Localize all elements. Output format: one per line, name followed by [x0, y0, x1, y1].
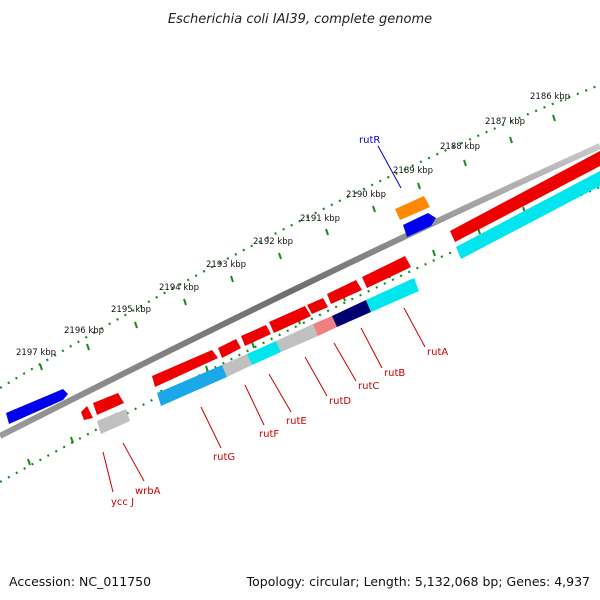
- cds-rutb[interactable]: [327, 280, 362, 304]
- gene-label-rutd[interactable]: rutD: [329, 396, 351, 407]
- gc-rutg: [157, 365, 227, 406]
- scale-label-2191: 2191 kbp: [300, 214, 340, 224]
- gc-wrba: [97, 409, 130, 434]
- accession-text: Accession: NC_011750: [9, 574, 151, 589]
- scale-label-2195: 2195 kbp: [111, 305, 151, 315]
- gc-ruta: [366, 278, 419, 312]
- genome-backbone: [0, 143, 600, 439]
- scale-label-2186: 2186 kbp: [530, 92, 570, 102]
- gene-label-rute[interactable]: rutE: [286, 416, 307, 427]
- cds-rutr-orange[interactable]: [395, 196, 430, 220]
- cds-left-blue[interactable]: [6, 389, 68, 424]
- scale-label-2192: 2192 kbp: [253, 237, 293, 247]
- gc-rute: [247, 341, 281, 365]
- gene-labels: rutR rutA rutB rutC rutD rutE rutF rutG …: [111, 135, 448, 508]
- gene-label-rutc[interactable]: rutC: [358, 381, 379, 392]
- gc-rutc: [313, 316, 337, 336]
- scale-labels: 2186 kbp 2187 kbp 2188 kbp 2189 kbp 2190…: [16, 92, 570, 358]
- cds-yccj[interactable]: [81, 406, 93, 420]
- gc-right-cyan: [456, 171, 600, 259]
- cds-rutc[interactable]: [307, 298, 328, 314]
- outer-scale-ruler: [0, 83, 600, 389]
- cds-rutg[interactable]: [152, 350, 218, 387]
- gene-label-rutr[interactable]: rutR: [359, 135, 380, 146]
- scale-label-2189: 2189 kbp: [393, 166, 433, 176]
- gene-label-rutb[interactable]: rutB: [384, 368, 405, 379]
- cds-rutr-blue[interactable]: [403, 213, 436, 237]
- scale-label-2193: 2193 kbp: [206, 260, 246, 270]
- map-title: Escherichia coli IAI39, complete genome: [168, 12, 432, 27]
- gene-label-ruta[interactable]: rutA: [427, 347, 448, 358]
- gene-label-yccj[interactable]: ycc J: [111, 497, 134, 508]
- summary-text: Topology: circular; Length: 5,132,068 bp…: [246, 574, 590, 589]
- gc-rutd: [276, 324, 318, 352]
- cds-right-red[interactable]: [450, 151, 600, 242]
- cds-rutd[interactable]: [269, 306, 311, 333]
- cds-rute[interactable]: [241, 325, 271, 346]
- scale-label-2188: 2188 kbp: [440, 142, 480, 152]
- cds-rutf[interactable]: [218, 339, 241, 358]
- scale-label-2194: 2194 kbp: [159, 283, 199, 293]
- gc-rutf: [222, 354, 252, 377]
- cds-ruta[interactable]: [362, 256, 411, 288]
- gene-label-rutg[interactable]: rutG: [213, 452, 235, 463]
- gene-label-rutf[interactable]: rutF: [259, 429, 279, 440]
- gc-rutb: [332, 300, 371, 327]
- scale-label-2190: 2190 kbp: [346, 190, 386, 200]
- gene-label-wrba[interactable]: wrbA: [135, 486, 161, 497]
- scale-label-2187: 2187 kbp: [485, 117, 525, 127]
- label-leaders: [102, 145, 426, 493]
- cds-wrba[interactable]: [93, 393, 124, 415]
- scale-label-2197: 2197 kbp: [16, 348, 56, 358]
- scale-label-2196: 2196 kbp: [64, 326, 104, 336]
